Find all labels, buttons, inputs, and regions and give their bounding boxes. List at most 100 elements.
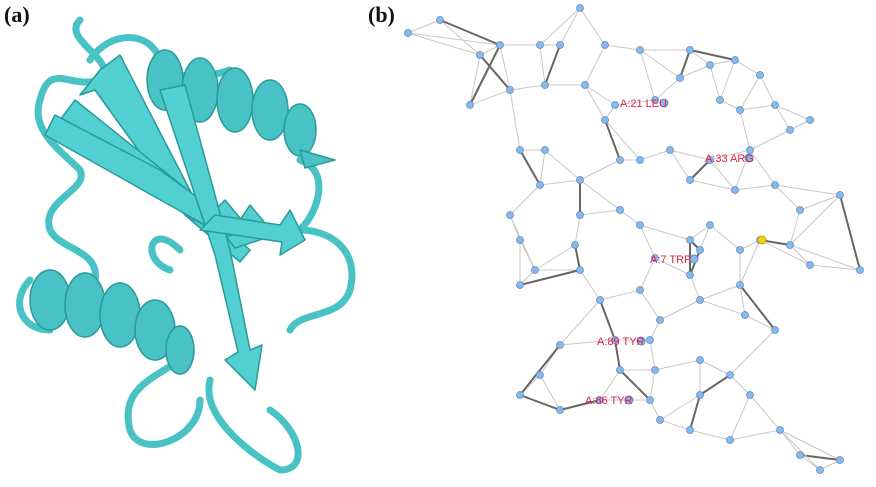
edge [560, 8, 580, 45]
node [677, 75, 684, 82]
node [737, 282, 744, 289]
node [517, 282, 524, 289]
residue-network: A:21 LEU A:33 ARG A:7 TRP A:89 TYR A:86 TYR [405, 5, 864, 474]
protein-ribbon [20, 20, 352, 470]
node [747, 392, 754, 399]
edge [580, 270, 600, 300]
node [857, 267, 864, 274]
edge [408, 33, 480, 55]
edge [545, 150, 580, 180]
node [577, 177, 584, 184]
edge [520, 240, 535, 270]
edge [535, 245, 575, 270]
node [572, 242, 579, 249]
edge [600, 290, 640, 300]
node-label: A:21 LEU [620, 98, 667, 110]
edge [660, 300, 700, 320]
edge [605, 45, 640, 50]
node [507, 212, 514, 219]
node [532, 267, 539, 274]
edge [800, 195, 840, 210]
edge [585, 85, 605, 120]
node [697, 297, 704, 304]
node [637, 287, 644, 294]
node [717, 97, 724, 104]
node [687, 177, 694, 184]
node [577, 267, 584, 274]
node [777, 427, 784, 434]
edge [780, 430, 800, 455]
node [737, 107, 744, 114]
node [817, 467, 824, 474]
edge [640, 150, 670, 160]
node [577, 212, 584, 219]
edge [510, 185, 540, 215]
node [742, 312, 749, 319]
node [772, 327, 779, 334]
edge [540, 8, 580, 45]
edge [600, 300, 615, 340]
node [837, 192, 844, 199]
panel-label: (b) [368, 2, 395, 27]
node [727, 437, 734, 444]
node [687, 237, 694, 244]
node-label: A:89 TYR [597, 336, 645, 348]
node [617, 207, 624, 214]
edge [720, 60, 735, 100]
edge [730, 430, 780, 440]
edge [640, 50, 680, 78]
edge [580, 8, 605, 45]
edge [790, 245, 810, 265]
edge [700, 300, 745, 315]
edge [740, 285, 775, 330]
edge [730, 375, 750, 395]
edge [640, 225, 690, 240]
node-label: A:33 ARG [705, 153, 754, 165]
node [657, 417, 664, 424]
edge [605, 120, 640, 160]
edge [510, 85, 545, 90]
node [797, 452, 804, 459]
edge [840, 195, 860, 270]
edge [545, 45, 560, 85]
node [597, 297, 604, 304]
node [647, 397, 654, 404]
edge [540, 375, 560, 410]
node [772, 102, 779, 109]
node [797, 207, 804, 214]
node [772, 182, 779, 189]
edge [730, 395, 750, 440]
edge [740, 75, 760, 110]
node [617, 157, 624, 164]
node [732, 187, 739, 194]
edge [580, 210, 620, 215]
node [557, 407, 564, 414]
edge [540, 45, 545, 85]
node-highlight [758, 236, 766, 244]
node [437, 17, 444, 24]
edge [560, 300, 600, 345]
node [787, 127, 794, 134]
node [557, 42, 564, 49]
node [517, 392, 524, 399]
node [557, 342, 564, 349]
edge [775, 105, 810, 120]
node [652, 367, 659, 374]
node [477, 52, 484, 59]
edge [775, 185, 840, 195]
edge [540, 180, 580, 185]
node [697, 247, 704, 254]
edge [710, 225, 740, 250]
edge [470, 45, 500, 105]
node-label: A:7 TRP [650, 254, 691, 266]
edge [735, 60, 760, 75]
figure: (a) (b) [0, 0, 876, 487]
node [612, 102, 619, 109]
edge [520, 395, 560, 410]
node [517, 147, 524, 154]
node [707, 62, 714, 69]
node [537, 182, 544, 189]
node-label: A:86 TYR [585, 395, 633, 407]
node [807, 117, 814, 124]
edge [740, 240, 760, 285]
